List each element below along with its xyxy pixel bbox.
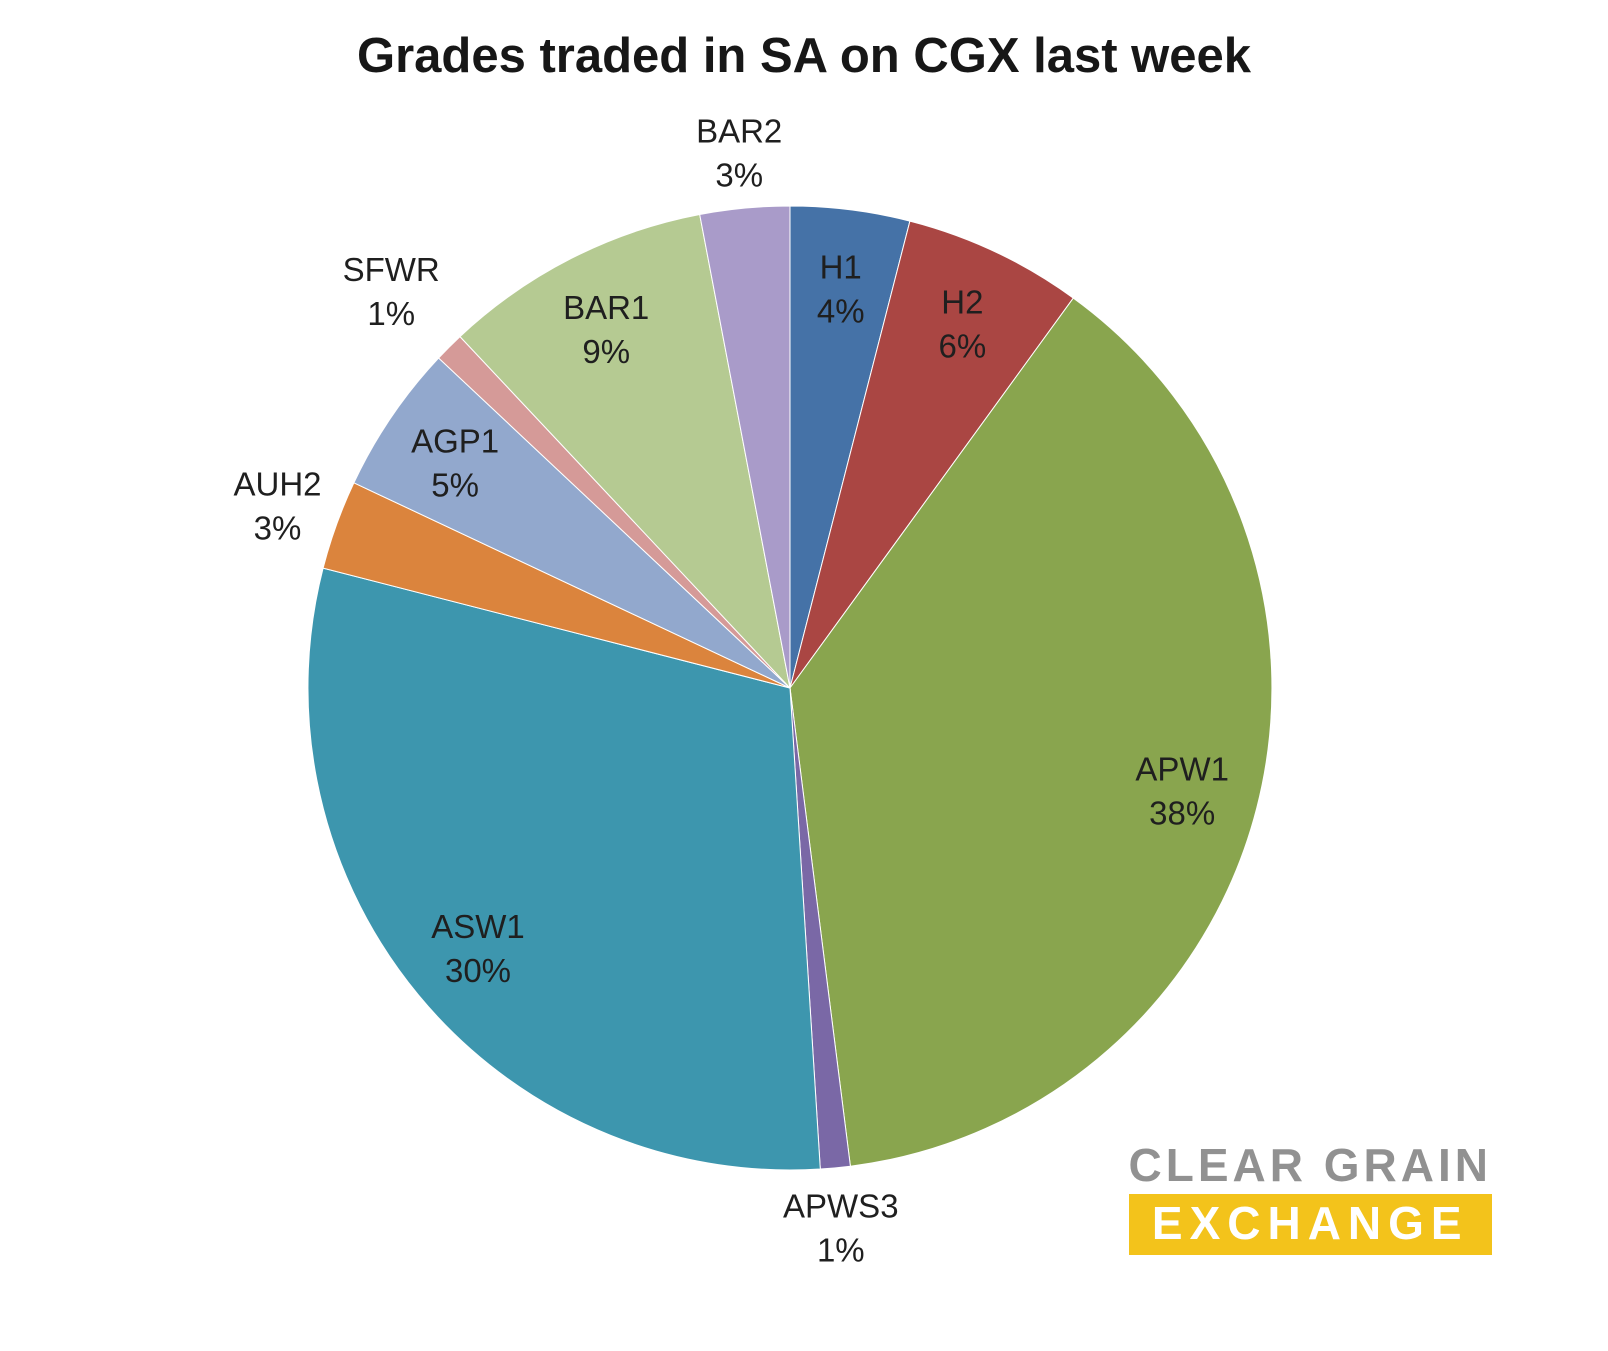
- slice-pct-label-bar1: 9%: [582, 333, 630, 370]
- slice-name-label-auh2: AUH2: [233, 466, 321, 503]
- pie-slice-apw1: [789, 297, 1273, 1167]
- slice-name-label-h1: H1: [820, 248, 862, 285]
- logo-exchange-banner: EXCHANGE: [1128, 1194, 1492, 1255]
- pie-slice-bar2: [699, 205, 791, 689]
- pie-slice-asw1: [307, 567, 821, 1171]
- slice-pct-label-agp1: 5%: [431, 466, 479, 503]
- slice-name-label-agp1: AGP1: [411, 422, 499, 459]
- clear-grain-exchange-logo: CLEAR GRAIN EXCHANGE: [1128, 1138, 1492, 1255]
- slice-pct-label-apws3: 1%: [817, 1231, 865, 1268]
- slice-pct-label-bar2: 3%: [715, 157, 763, 194]
- slice-name-label-bar1: BAR1: [563, 289, 649, 326]
- slice-name-label-apws3: APWS3: [783, 1187, 899, 1224]
- logo-clear-grain-text: CLEAR GRAIN: [1128, 1138, 1492, 1191]
- slice-name-label-apw1: APW1: [1135, 751, 1229, 788]
- pie-slice-h2: [789, 220, 1074, 689]
- slice-pct-label-h2: 6%: [939, 328, 987, 365]
- chart-title: Grades traded in SA on CGX last week: [356, 29, 1252, 83]
- slice-pct-label-asw1: 30%: [445, 952, 511, 989]
- slice-pct-label-sfwr: 1%: [367, 295, 415, 332]
- slice-pct-label-auh2: 3%: [254, 510, 302, 547]
- slice-pct-label-h1: 4%: [817, 292, 865, 329]
- slice-name-label-asw1: ASW1: [431, 908, 525, 945]
- slice-name-label-bar2: BAR2: [696, 113, 782, 150]
- slice-name-label-h2: H2: [941, 284, 983, 321]
- pie-slice-agp1: [353, 357, 791, 689]
- pie-slice-bar1: [459, 213, 791, 690]
- slice-name-label-sfwr: SFWR: [343, 251, 440, 288]
- slice-pct-label-apw1: 38%: [1149, 795, 1215, 832]
